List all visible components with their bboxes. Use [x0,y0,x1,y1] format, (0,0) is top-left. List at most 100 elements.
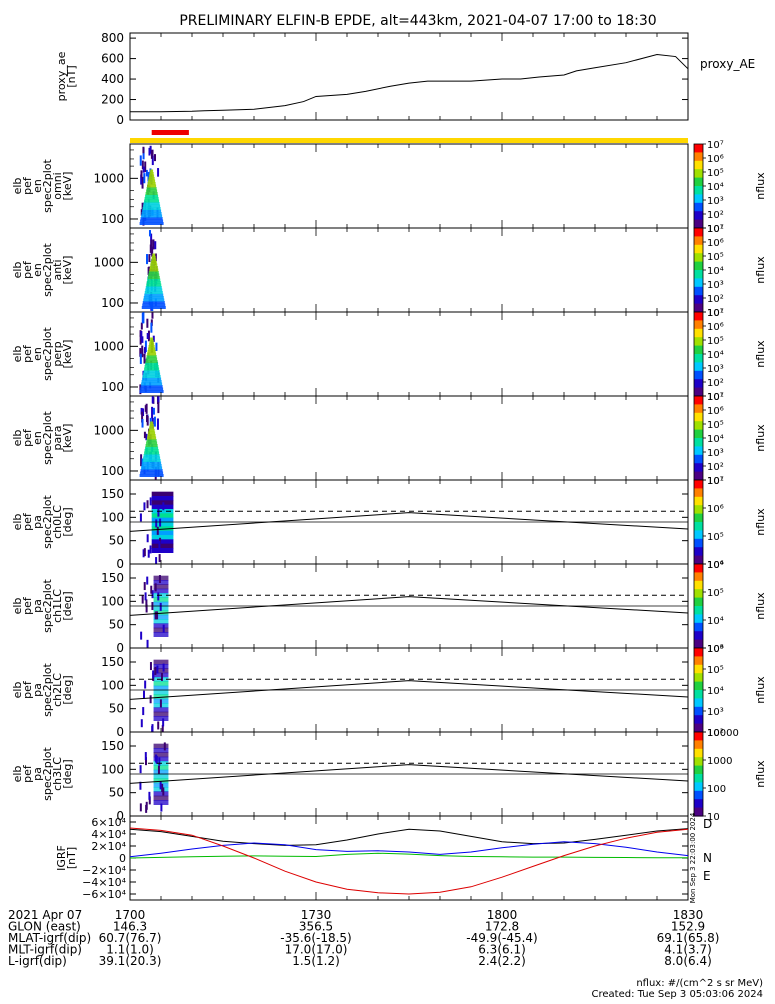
spectrum-pixel [141,312,144,324]
igrf-legend-D: D [703,817,712,831]
panel-frame-spec_para [129,395,689,481]
spectrum-cone [142,301,165,304]
ylabel-spec_para-line: para [51,426,64,451]
spectrum-pixel [154,253,157,261]
spectrum-pixel [141,345,144,357]
colorbar-segment-pa_ch0 [694,496,703,506]
ephemeris-label: GLON (east) [8,920,81,934]
ytick-label-igrf: 0 [119,852,126,865]
ytick-label-igrf: −2×10⁴ [82,864,126,877]
spectrum-pixel [146,416,149,426]
colorbar-segment-spec_omni [694,169,703,179]
ephemeris-value: 146.3 [113,920,147,934]
spectrum-pixel [141,411,144,423]
spectrum-cone [146,281,161,284]
spectrum-cone [146,441,158,445]
spectrum-pixel [140,174,143,185]
colorbar-tick-label: 10⁷ [707,140,724,151]
spectrum-pixel [139,155,142,166]
ephemeris-value: 6.3(6.1) [478,943,526,957]
spectrum-cone [146,439,157,442]
ylabel-igrf-line: [nT] [65,847,78,869]
loss-cone-line [129,680,689,700]
spectrum-pixel [142,166,145,173]
panel-proxy_ae [129,32,689,121]
ephemeris-value: 69.1(65.8) [657,931,720,945]
colorbar-segment-spec_perp [694,328,703,338]
ytick-label-spec_para: 1000 [93,423,124,437]
pa-pixel [153,711,169,717]
colorbar-tick-label: 10² [707,210,724,221]
colorbar-tick-label: 10³ [707,707,724,718]
colorbar-label: nflux [754,340,767,368]
spectrum-cone [147,276,160,279]
pa-pixel [151,491,174,497]
spectrum-cone [139,390,164,393]
ylabel-spec_omni-line: pef [21,176,34,195]
pa-pixel-sparse [159,699,162,708]
spectrum-pixel [154,154,157,162]
colorbar-segment-pa_ch0 [694,547,703,557]
colorbar-segment-spec_para [694,463,703,473]
colorbar-tick-label: 10³ [707,448,724,459]
colorbar-tick-label: 10⁶ [707,154,724,165]
pa-pixel [153,614,169,620]
pa-pixel [151,522,174,527]
loss-cone-line [129,512,689,532]
pa-pixel [153,690,169,695]
data-availability-bar [130,138,688,143]
spectrum-cone [149,268,159,272]
colorbar-tick-label: 10⁶ [707,238,724,249]
spectrum-cone [149,342,155,346]
ylabel-pa_ch1-line: ch1LC [51,589,64,623]
colorbar-tick-label: 10⁵ [707,665,724,676]
pa-pixel [151,530,174,536]
colorbar-segment-spec_anti [694,236,703,246]
pa-pixel-sparse [162,502,165,511]
pa-pixel-sparse [147,549,150,558]
spectrum-cone [146,357,158,361]
ylabel-spec_omni-line: omni [51,172,64,199]
colorbar-segment-pa_ch3 [694,757,703,767]
spectrum-cone [144,365,159,368]
ytick-label-pa_ch3: 0 [116,809,124,823]
colorbar-label: nflux [754,172,767,200]
spectrum-cone [150,337,154,341]
colorbar-segment-pa_ch3 [694,774,703,783]
pa-pixel [151,539,174,545]
colorbar-tick-label: 10⁶ [707,644,724,655]
colorbar-tick-label: 10³ [707,280,724,291]
ylabel-spec_para-line: elb [11,430,24,447]
pa-pixel [153,795,169,801]
colorbar-segment-spec_anti [694,295,703,305]
panel-igrf [129,815,689,901]
pa-pixel-sparse [142,707,145,716]
spectrum-cone [142,375,161,378]
colorbar-segment-spec_anti [694,253,703,263]
ylabel-pa_ch2-line: pef [21,680,34,699]
colorbar-segment-pa_ch0 [694,513,703,523]
spectrum-cone [142,303,166,307]
colorbar-segment-spec_omni [694,211,703,221]
pa-pixel [153,685,169,691]
colorbar-segment-pa_ch3 [694,790,703,800]
igrf-series-E [129,852,688,859]
colorbar-segment-pa_ch2 [694,681,703,691]
igrf-series-N [129,841,689,858]
pa-pixel-sparse [143,548,146,557]
colorbar-tick-label: 10¹ [707,392,724,403]
pa-pixel [153,588,169,594]
igrf-side-note: Mon Sep 3 22:03:00 2024 [689,812,697,903]
ephemeris-value: 8.0(6.4) [664,954,712,968]
pa-pixel [153,769,169,775]
colorbar-segment-pa_ch1 [694,631,703,641]
colorbar-tick-label: 10² [707,378,724,389]
pa-pixel [153,681,169,687]
colorbar-tick-label: 10¹ [707,224,724,235]
ylabel-pa_ch1-line: elb [11,598,24,615]
colorbar-segment-spec_omni [694,202,703,212]
ytick-label-proxy_ae: 400 [101,72,124,86]
pa-pixel-sparse [144,680,147,689]
spectrum-cone [143,202,160,205]
spectrum-cone [145,446,159,450]
